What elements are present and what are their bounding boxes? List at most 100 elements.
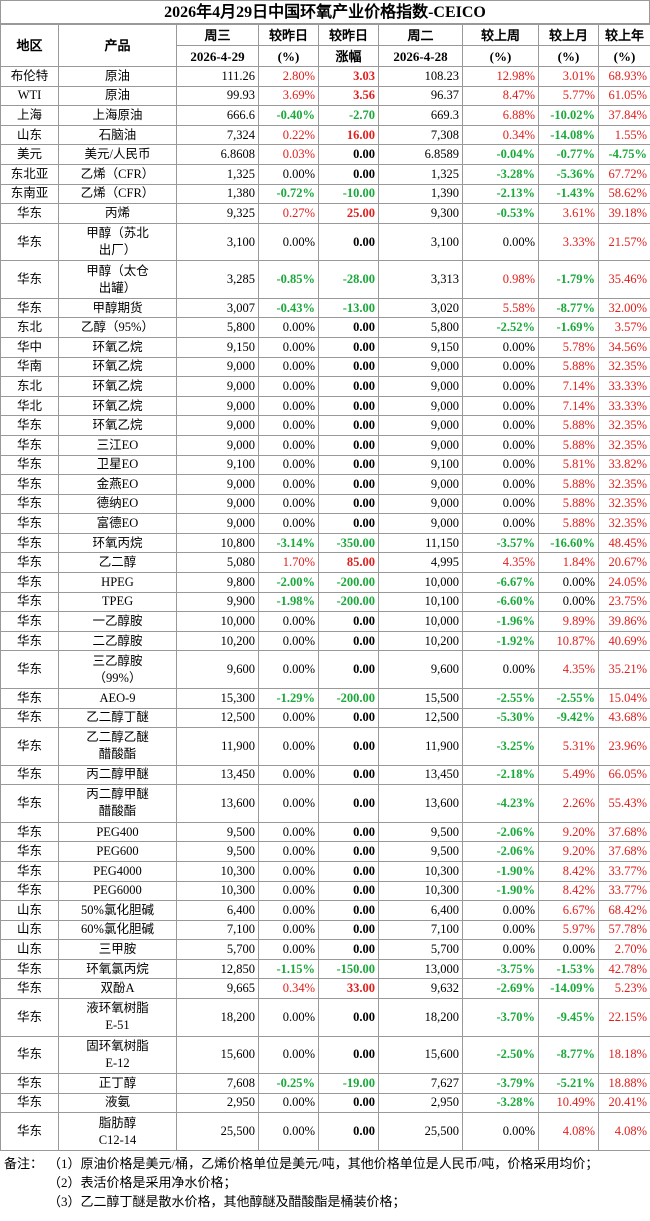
- table-cell: 乙二醇丁醚: [58, 707, 177, 729]
- note-body: （1）原油价格是美元/桶，乙烯价格单位是美元/吨，其他价格单位是人民币/吨，价格…: [48, 1154, 598, 1211]
- table-cell: 4.08%: [598, 1112, 650, 1151]
- table-cell: 13,000: [378, 958, 463, 980]
- table-cell: 0.00: [318, 336, 379, 358]
- table-row: 华东 TPEG 9,900 -1.98% -200.00 10,100 -6.60% 0.00…: [0, 591, 650, 613]
- table-cell: 10,100: [378, 591, 463, 613]
- header-cell: (%): [598, 45, 650, 67]
- table-cell: 1.55%: [598, 124, 650, 146]
- table-cell: 32.35%: [598, 474, 650, 495]
- table-cell: 0.00%: [462, 493, 539, 515]
- table-cell: 华东: [0, 434, 59, 456]
- table-row: 华东 甲醇（太仓 出罐） 3,285 -0.85% -28.00 3,313 0.98% -1…: [0, 260, 650, 299]
- table-cell: -1.15%: [258, 958, 319, 980]
- table-cell: 0.00: [318, 821, 379, 843]
- table-cell: 6.88%: [462, 105, 539, 126]
- table-cell: 2,950: [378, 1092, 463, 1114]
- table-cell: 0.00%: [462, 919, 539, 941]
- table-cell: 0.00: [318, 841, 379, 862]
- table-cell: -0.04%: [462, 144, 539, 165]
- table-cell: 8.42%: [538, 860, 599, 882]
- header-cell: (%): [462, 45, 539, 67]
- table-cell: 0.00: [318, 611, 379, 632]
- table-header: 地区 产品 周三 较昨日 较昨日 周二 较上周 较上月 较上年 2026-4-29 (%) 涨幅 202…: [0, 24, 650, 67]
- table-cell: 原油: [58, 85, 177, 107]
- table-cell: 甲醇（苏北 出厂）: [58, 222, 177, 262]
- table-cell: -150.00: [318, 958, 379, 980]
- table-cell: 9,800: [176, 572, 259, 593]
- table-cell: 卫星EO: [58, 454, 177, 476]
- header-row: 地区 产品 周三 较昨日 较昨日 周二 较上周 较上月 较上年: [0, 24, 650, 67]
- table-cell: 10,200: [378, 630, 463, 652]
- table-cell: 4.35%: [538, 650, 599, 689]
- table-cell: 0.00: [318, 493, 379, 515]
- header-cell: 周三: [176, 24, 259, 46]
- table-cell: 6,400: [378, 900, 463, 921]
- header-cell: 较昨日: [258, 24, 319, 46]
- table-cell: 0.00%: [258, 727, 319, 766]
- table-cell: -0.77%: [538, 144, 599, 165]
- header-cell: 涨幅: [318, 45, 379, 67]
- table-row: 华东 液氨 2,950 0.00% 0.00 2,950 -3.28% 10.49% 20.41…: [0, 1092, 650, 1114]
- table-cell: 9,100: [378, 454, 463, 476]
- table-cell: 33.82%: [598, 454, 650, 476]
- table-cell: 华东: [0, 611, 59, 632]
- table-cell: 5.88%: [538, 434, 599, 456]
- table-cell: 双酚A: [58, 978, 177, 1000]
- table-cell: 43.68%: [598, 707, 650, 729]
- table-cell: 33.77%: [598, 880, 650, 902]
- table-cell: 57.78%: [598, 919, 650, 941]
- table-cell: 32.35%: [598, 415, 650, 436]
- table-cell: 10.87%: [538, 630, 599, 652]
- table-cell: 12,500: [378, 707, 463, 729]
- table-cell: 5.58%: [462, 297, 539, 319]
- table-cell: 6,400: [176, 900, 259, 921]
- table-cell: -200.00: [318, 572, 379, 593]
- table-cell: -0.43%: [258, 297, 319, 319]
- table-cell: 33.33%: [598, 395, 650, 417]
- table-cell: 0.00: [318, 764, 379, 786]
- table-cell: 58.62%: [598, 183, 650, 205]
- table-cell: 55.43%: [598, 784, 650, 823]
- table-cell: -5.21%: [538, 1073, 599, 1094]
- table-cell: 乙二醇: [58, 552, 177, 574]
- table-cell: 0.00: [318, 784, 379, 823]
- table-cell: -2.52%: [462, 317, 539, 338]
- table-cell: 15.04%: [598, 687, 650, 709]
- table-cell: 山东: [0, 939, 59, 960]
- table-cell: AEO-9: [58, 687, 177, 709]
- table-cell: 德纳EO: [58, 493, 177, 515]
- table-cell: PEG400: [58, 821, 177, 843]
- table-cell: 99.93: [176, 85, 259, 107]
- table-cell: 0.00: [318, 650, 379, 689]
- table-cell: 66.05%: [598, 764, 650, 786]
- table-row: 华东 PEG600 9,500 0.00% 0.00 9,500 -2.06% 9.20% 37…: [0, 841, 650, 862]
- table-cell: 1,380: [176, 183, 259, 205]
- table-cell: 0.00%: [258, 784, 319, 823]
- table-cell: 9,000: [378, 513, 463, 534]
- table-cell: -3.28%: [462, 163, 539, 185]
- table-cell: 华东: [0, 203, 59, 224]
- table-cell: 1,390: [378, 183, 463, 205]
- table-cell: -1.90%: [462, 880, 539, 902]
- table-row: 东北亚 乙烯（CFR） 1,325 0.00% 0.00 1,325 -3.28% -5.36…: [0, 163, 650, 185]
- table-cell: 0.00%: [462, 434, 539, 456]
- table-row: 华东 环氧乙烷 9,000 0.00% 0.00 9,000 0.00% 5.88% 32.35…: [0, 415, 650, 436]
- table-cell: 华东: [0, 474, 59, 495]
- table-cell: 5,700: [176, 939, 259, 960]
- table-cell: 9,000: [176, 493, 259, 515]
- table-cell: 0.00%: [258, 821, 319, 843]
- table-row: 华东 甲醇（苏北 出厂） 3,100 0.00% 0.00 3,100 0.00% 3.33%…: [0, 222, 650, 262]
- table-cell: 34.56%: [598, 336, 650, 358]
- table-cell: -3.75%: [462, 958, 539, 980]
- table-cell: -1.90%: [462, 860, 539, 882]
- table-cell: 5.88%: [538, 474, 599, 495]
- table-cell: 10,800: [176, 532, 259, 554]
- table-cell: 富德EO: [58, 513, 177, 534]
- table-cell: 22.15%: [598, 998, 650, 1037]
- table-cell: 85.00: [318, 552, 379, 574]
- table-cell: 39.18%: [598, 203, 650, 224]
- table-cell: 2.80%: [258, 66, 319, 87]
- table-row: 华东 环氧丙烷 10,800 -3.14% -350.00 11,150 -3.57% -16…: [0, 532, 650, 554]
- table-row: 山东 三甲胺 5,700 0.00% 0.00 5,700 0.00% 0.00% 2.70%: [0, 939, 650, 960]
